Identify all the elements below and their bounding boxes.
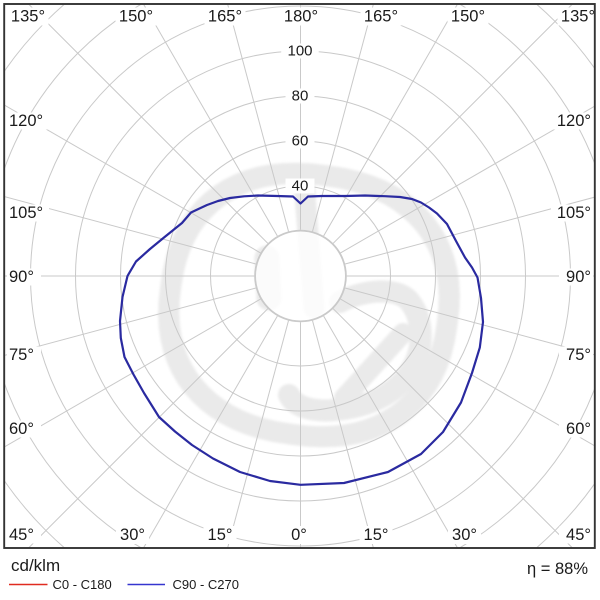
svg-text:C90 - C270: C90 - C270 (173, 577, 239, 592)
svg-text:45°: 45° (9, 526, 34, 544)
svg-text:150°: 150° (119, 8, 153, 26)
svg-text:40: 40 (292, 178, 309, 195)
svg-text:150°: 150° (451, 8, 485, 26)
svg-text:75°: 75° (9, 346, 34, 364)
svg-text:cd/klm: cd/klm (11, 556, 60, 575)
svg-text:60: 60 (292, 133, 309, 150)
svg-text:15°: 15° (364, 526, 389, 544)
svg-text:C0 - C180: C0 - C180 (53, 577, 112, 592)
svg-text:105°: 105° (557, 204, 591, 222)
svg-text:100: 100 (287, 43, 312, 60)
svg-text:0°: 0° (291, 526, 307, 544)
svg-text:η = 88%: η = 88% (527, 560, 588, 578)
svg-text:90°: 90° (566, 268, 591, 286)
svg-text:90°: 90° (9, 268, 34, 286)
svg-text:180°: 180° (284, 8, 318, 26)
svg-text:15°: 15° (208, 526, 233, 544)
svg-text:45°: 45° (566, 526, 591, 544)
svg-text:135°: 135° (561, 8, 595, 26)
svg-text:60°: 60° (9, 420, 34, 438)
svg-text:135°: 135° (11, 8, 45, 26)
svg-text:105°: 105° (9, 204, 43, 222)
svg-text:165°: 165° (364, 8, 398, 26)
svg-text:165°: 165° (208, 8, 242, 26)
svg-text:120°: 120° (9, 112, 43, 130)
svg-text:30°: 30° (120, 526, 145, 544)
svg-text:30°: 30° (452, 526, 477, 544)
svg-text:120°: 120° (557, 112, 591, 130)
svg-text:80: 80 (292, 88, 309, 105)
svg-text:60°: 60° (566, 420, 591, 438)
svg-text:75°: 75° (566, 346, 591, 364)
